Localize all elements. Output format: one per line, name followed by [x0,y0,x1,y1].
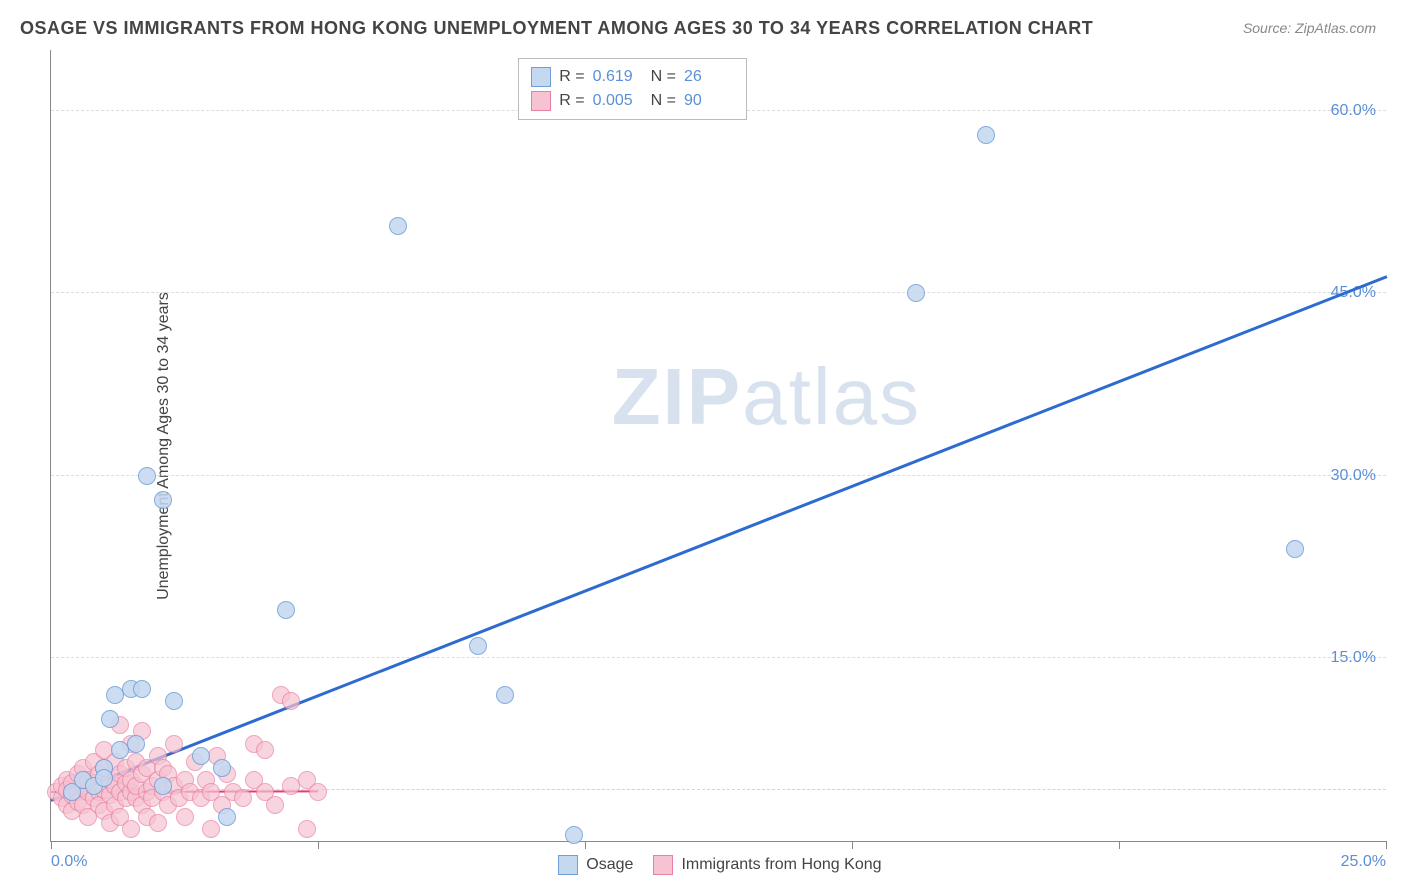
x-tick [585,841,586,849]
legend-swatch [653,855,673,875]
data-point [154,777,172,795]
data-point [192,747,210,765]
gridline [51,657,1386,658]
r-value: 0.005 [593,89,643,113]
y-tick-label: 30.0% [1331,467,1376,485]
data-point [496,686,514,704]
watermark-bold: ZIP [612,352,742,441]
data-point [154,491,172,509]
y-tick-label: 60.0% [1331,102,1376,120]
correlation-legend: R = 0.619 N = 26 R = 0.005 N = 90 [518,58,747,120]
y-tick-label: 15.0% [1331,649,1376,667]
data-point [165,692,183,710]
data-point [1286,540,1304,558]
data-point [469,637,487,655]
data-point [101,710,119,728]
trend-line [50,276,1387,803]
data-point [907,284,925,302]
data-point [95,769,113,787]
legend-label: Immigrants from Hong Kong [681,856,881,874]
x-tick [852,841,853,849]
gridline [51,292,1386,293]
legend-swatch [558,855,578,875]
data-point [218,808,236,826]
legend-row: R = 0.005 N = 90 [531,89,734,113]
x-tick-label: 0.0% [51,853,87,871]
plot-area: ZIPatlas 15.0%30.0%45.0%60.0%0.0%25.0%R … [50,50,1386,842]
source-label: Source: ZipAtlas.com [1243,20,1376,36]
x-tick-label: 25.0% [1341,853,1386,871]
x-tick [1386,841,1387,849]
n-label: N = [651,89,676,113]
data-point [277,601,295,619]
watermark: ZIPatlas [612,351,921,443]
legend-label: Osage [586,856,633,874]
legend-row: R = 0.619 N = 26 [531,65,734,89]
legend-item: Immigrants from Hong Kong [653,855,881,875]
data-point [234,789,252,807]
n-label: N = [651,65,676,89]
data-point [977,126,995,144]
watermark-light: atlas [742,352,921,441]
x-tick [318,841,319,849]
data-point [138,467,156,485]
x-tick [51,841,52,849]
n-value: 26 [684,65,734,89]
data-point [389,217,407,235]
legend-swatch [531,67,551,87]
series-legend: Osage Immigrants from Hong Kong [558,855,881,875]
r-label: R = [559,65,584,89]
data-point [133,680,151,698]
data-point [165,735,183,753]
data-point [309,783,327,801]
chart-title: OSAGE VS IMMIGRANTS FROM HONG KONG UNEMP… [20,18,1093,39]
data-point [127,735,145,753]
data-point [202,820,220,838]
legend-swatch [531,91,551,111]
data-point [122,820,140,838]
data-point [256,741,274,759]
data-point [213,759,231,777]
n-value: 90 [684,89,734,113]
data-point [266,796,284,814]
data-point [565,826,583,844]
legend-item: Osage [558,855,633,875]
gridline [51,475,1386,476]
r-value: 0.619 [593,65,643,89]
data-point [298,820,316,838]
r-label: R = [559,89,584,113]
data-point [149,814,167,832]
x-tick [1119,841,1120,849]
data-point [282,692,300,710]
data-point [176,808,194,826]
